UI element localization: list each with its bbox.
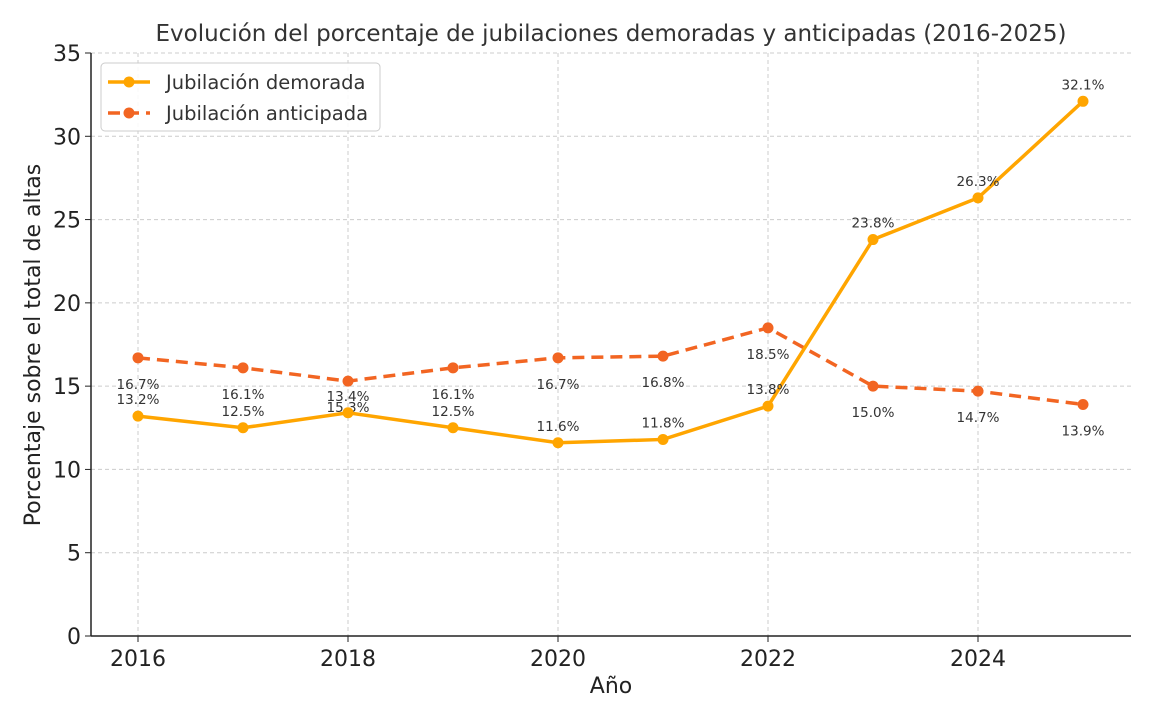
data-label: 12.5% xyxy=(222,404,265,420)
x-tick-label: 2018 xyxy=(320,647,376,672)
data-point xyxy=(972,192,984,204)
series-line-1 xyxy=(137,325,1084,407)
data-label: 16.7% xyxy=(537,377,580,393)
data-point xyxy=(342,407,354,419)
data-point xyxy=(867,380,879,392)
x-axis-label: Año xyxy=(590,674,632,699)
data-point xyxy=(237,422,249,434)
data-point xyxy=(762,400,774,412)
data-label: 14.7% xyxy=(957,410,1000,426)
data-label: 16.1% xyxy=(432,387,475,403)
plot-area: 16.7%16.1%15.3%16.1%16.7%16.8%18.5%15.0%… xyxy=(117,77,1105,449)
data-point xyxy=(447,362,459,374)
data-point xyxy=(657,433,669,445)
data-point xyxy=(552,352,564,364)
data-point xyxy=(552,437,564,449)
data-label: 23.8% xyxy=(852,216,895,232)
data-label: 32.1% xyxy=(1062,77,1105,93)
legend-label: Jubilación anticipada xyxy=(164,102,368,125)
data-label: 26.3% xyxy=(957,174,1000,190)
data-label: 13.2% xyxy=(117,392,160,408)
data-point xyxy=(657,350,669,362)
y-tick-label: 15 xyxy=(53,375,81,400)
data-point xyxy=(447,422,459,434)
series-line-0 xyxy=(137,100,1085,445)
legend: Jubilación demorada Jubilación anticipada xyxy=(100,62,381,132)
data-label: 13.9% xyxy=(1062,423,1105,439)
data-label: 11.8% xyxy=(642,415,685,431)
legend-label: Jubilación demorada xyxy=(164,71,366,94)
legend-box xyxy=(100,62,381,132)
data-point xyxy=(342,375,354,387)
data-label: 16.1% xyxy=(222,387,265,403)
data-label: 16.8% xyxy=(642,375,685,391)
data-label: 13.4% xyxy=(327,389,370,405)
y-tick-label: 35 xyxy=(53,42,81,67)
data-point xyxy=(972,385,984,397)
x-tick-label: 2016 xyxy=(110,647,166,672)
y-tick-label: 0 xyxy=(67,625,81,650)
legend-marker-1 xyxy=(123,107,135,119)
data-point xyxy=(237,362,249,374)
x-tick-label: 2022 xyxy=(740,647,796,672)
y-tick-label: 10 xyxy=(53,458,81,483)
data-label: 12.5% xyxy=(432,404,475,420)
data-point xyxy=(762,322,774,334)
data-label: 11.6% xyxy=(537,419,580,435)
y-tick-label: 30 xyxy=(53,125,81,150)
data-label: 15.0% xyxy=(852,405,895,421)
data-point xyxy=(867,234,879,246)
y-axis-label: Porcentaje sobre el total de altas xyxy=(21,164,46,526)
y-tick-label: 25 xyxy=(53,209,81,234)
x-tick-label: 2020 xyxy=(530,647,586,672)
data-label: 13.8% xyxy=(747,382,790,398)
data-point xyxy=(1077,398,1089,410)
data-point xyxy=(132,352,144,364)
x-tick-label: 2024 xyxy=(950,647,1006,672)
data-point xyxy=(1077,95,1089,107)
data-label: 18.5% xyxy=(747,347,790,363)
chart-title: Evolución del porcentaje de jubilaciones… xyxy=(155,21,1066,47)
y-tick-label: 5 xyxy=(67,542,81,567)
legend-marker-0 xyxy=(123,76,135,88)
grid: 0 5 10 15 20 25 30 35 2016 2018 2020 2022 2024 xyxy=(53,42,1131,672)
data-label: 16.7% xyxy=(117,377,160,393)
data-point xyxy=(132,410,144,422)
y-tick-label: 20 xyxy=(53,292,81,317)
